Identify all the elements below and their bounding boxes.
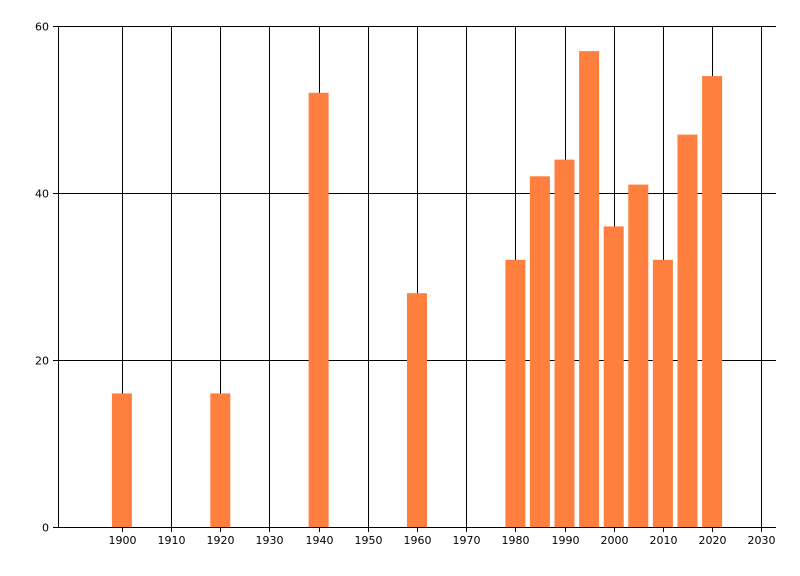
bar xyxy=(603,226,624,527)
x-tick-label: 1900 xyxy=(109,534,137,547)
x-tick-label: 1960 xyxy=(404,534,432,547)
x-tick-label: 1940 xyxy=(306,534,334,547)
x-tick-label: 1920 xyxy=(207,534,235,547)
tick-labels: 1900 1910 1920 1930 1940 1950 1960 1970 1980 1990… xyxy=(35,21,776,548)
bars xyxy=(111,51,723,528)
bar xyxy=(702,76,723,527)
bar xyxy=(579,51,600,527)
bar xyxy=(652,259,673,527)
bar xyxy=(111,393,132,527)
bar xyxy=(308,92,329,528)
x-tick-label: 1930 xyxy=(256,534,284,547)
x-tick-label: 1950 xyxy=(355,534,383,547)
bar xyxy=(407,293,427,527)
axes xyxy=(53,26,776,532)
bar xyxy=(677,134,698,527)
x-tick-label: 1980 xyxy=(502,534,530,547)
x-tick-label: 1970 xyxy=(453,534,481,547)
x-tick-label: 1910 xyxy=(158,534,186,547)
x-tick-label: 2010 xyxy=(650,534,678,547)
y-tick-label: 20 xyxy=(35,355,49,368)
bar xyxy=(210,393,231,527)
x-tick-label: 2030 xyxy=(748,534,776,547)
y-tick-label: 0 xyxy=(42,522,49,535)
x-tick-label: 2000 xyxy=(601,534,629,547)
bar xyxy=(628,184,649,527)
bar xyxy=(554,159,575,527)
x-tick-label: 1990 xyxy=(552,534,580,547)
x-tick-label: 2020 xyxy=(699,534,727,547)
bar xyxy=(505,259,526,527)
bar xyxy=(529,176,550,528)
y-tick-label: 60 xyxy=(35,21,49,34)
y-tick-label: 40 xyxy=(35,188,49,201)
